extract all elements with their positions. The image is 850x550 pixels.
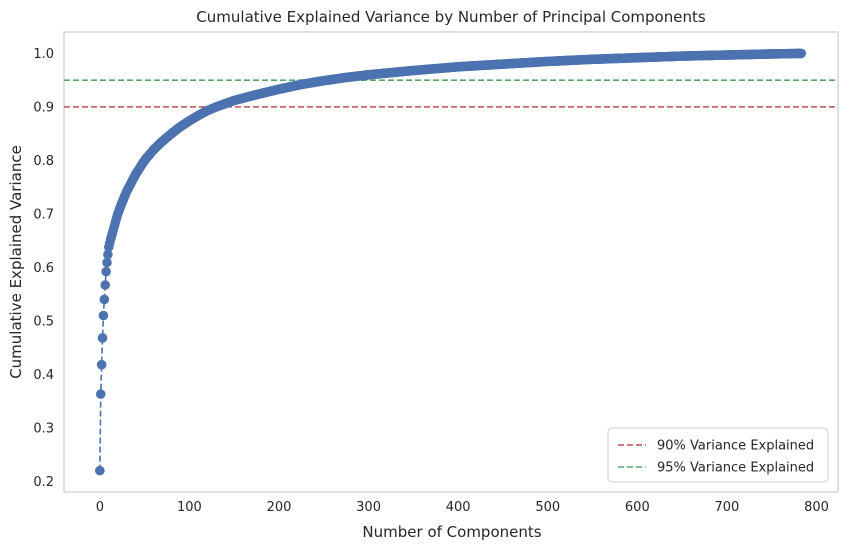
reference-lines xyxy=(64,79,838,108)
legend-label: 95% Variance Explained xyxy=(657,461,814,476)
y-tick-label: 1.0 xyxy=(33,47,54,62)
plot-area xyxy=(63,31,839,493)
chart-title: Cumulative Explained Variance by Number … xyxy=(196,8,706,26)
x-tick-label: 800 xyxy=(804,500,829,515)
x-tick-label: 0 xyxy=(96,500,104,515)
data-point xyxy=(96,359,107,370)
x-tick-labels: 0 100 200 300 400 500 600 700 800 xyxy=(96,500,829,515)
legend-box xyxy=(607,427,829,483)
legend-label: 90% Variance Explained xyxy=(657,439,814,454)
x-tick-label: 100 xyxy=(177,500,202,515)
data-point xyxy=(95,389,106,399)
data-point xyxy=(100,280,111,290)
data-point xyxy=(99,294,110,305)
legend: 90% Variance Explained 95% Variance Expla… xyxy=(607,427,829,483)
y-tick-label: 0.5 xyxy=(33,314,54,329)
x-axis-label: Number of Components xyxy=(362,523,541,541)
x-tick-label: 700 xyxy=(715,500,740,515)
series-layer xyxy=(95,48,807,476)
data-point xyxy=(98,310,109,321)
y-tick-label: 0.6 xyxy=(33,261,54,276)
y-axis-label: Cumulative Explained Variance xyxy=(7,145,25,379)
data-point xyxy=(796,48,807,59)
y-tick-label: 0.8 xyxy=(33,154,54,169)
y-tick-label: 0.9 xyxy=(33,100,54,115)
y-tick-label: 0.2 xyxy=(33,475,54,490)
data-point xyxy=(101,266,111,277)
data-point xyxy=(95,465,105,476)
data-point xyxy=(103,249,113,260)
y-tick-label: 0.7 xyxy=(33,207,54,222)
y-tick-labels: 0.2 0.3 0.4 0.5 0.6 0.7 0.8 0.9 1.0 xyxy=(33,47,54,490)
x-tick-label: 200 xyxy=(267,500,292,515)
y-tick-label: 0.4 xyxy=(33,368,54,383)
x-tick-label: 600 xyxy=(625,500,650,515)
data-point xyxy=(102,257,112,268)
data-point xyxy=(97,333,108,343)
x-tick-label: 400 xyxy=(446,500,471,515)
x-tick-label: 300 xyxy=(356,500,381,515)
y-tick-label: 0.3 xyxy=(33,421,54,436)
x-tick-label: 500 xyxy=(535,500,560,515)
